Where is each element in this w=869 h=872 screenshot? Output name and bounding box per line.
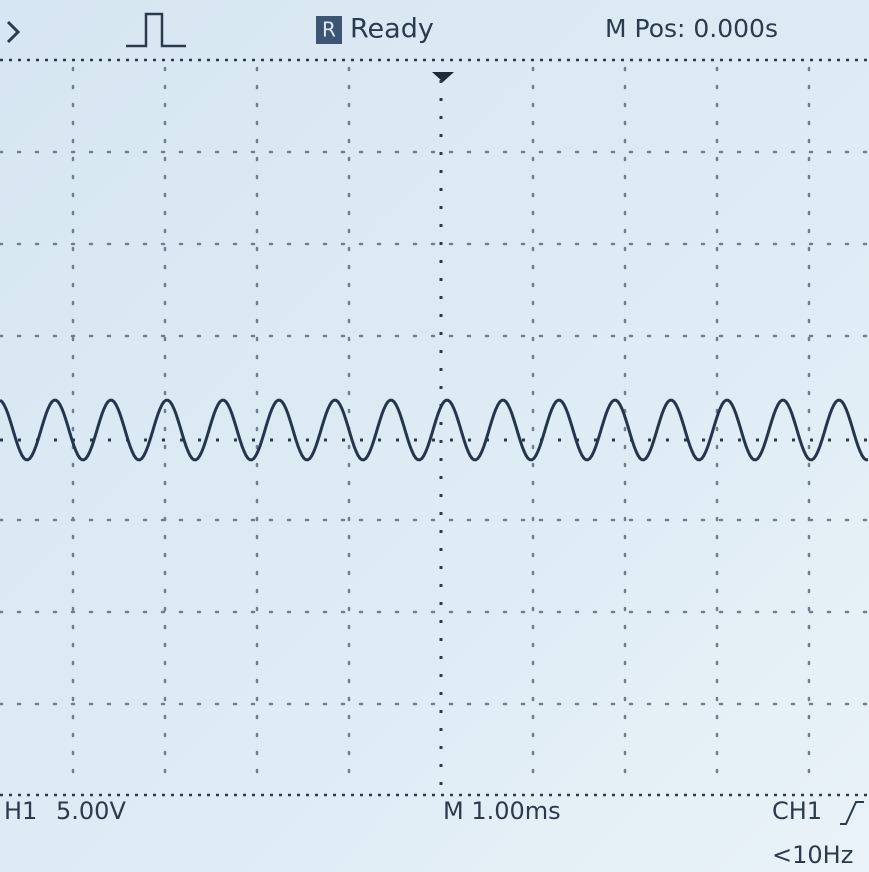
- run-icon: R: [322, 18, 336, 42]
- status: Ready: [350, 14, 434, 45]
- trigger-position-marker: [432, 72, 454, 82]
- waveform: [0, 398, 868, 462]
- run-icon-box: [316, 16, 342, 44]
- timebase: M 1.00ms: [443, 797, 561, 825]
- channel-label: H1: [4, 797, 37, 825]
- position: M Pos: 0.000s: [605, 14, 778, 43]
- trigger-source: CH1: [772, 797, 822, 825]
- trigger-slope: [840, 801, 864, 825]
- trigger-icon: [126, 12, 186, 48]
- menu-arrow: [6, 20, 21, 44]
- trigger-frequency: <10Hz: [772, 841, 853, 869]
- volts-per-div: 5.00V: [56, 797, 126, 825]
